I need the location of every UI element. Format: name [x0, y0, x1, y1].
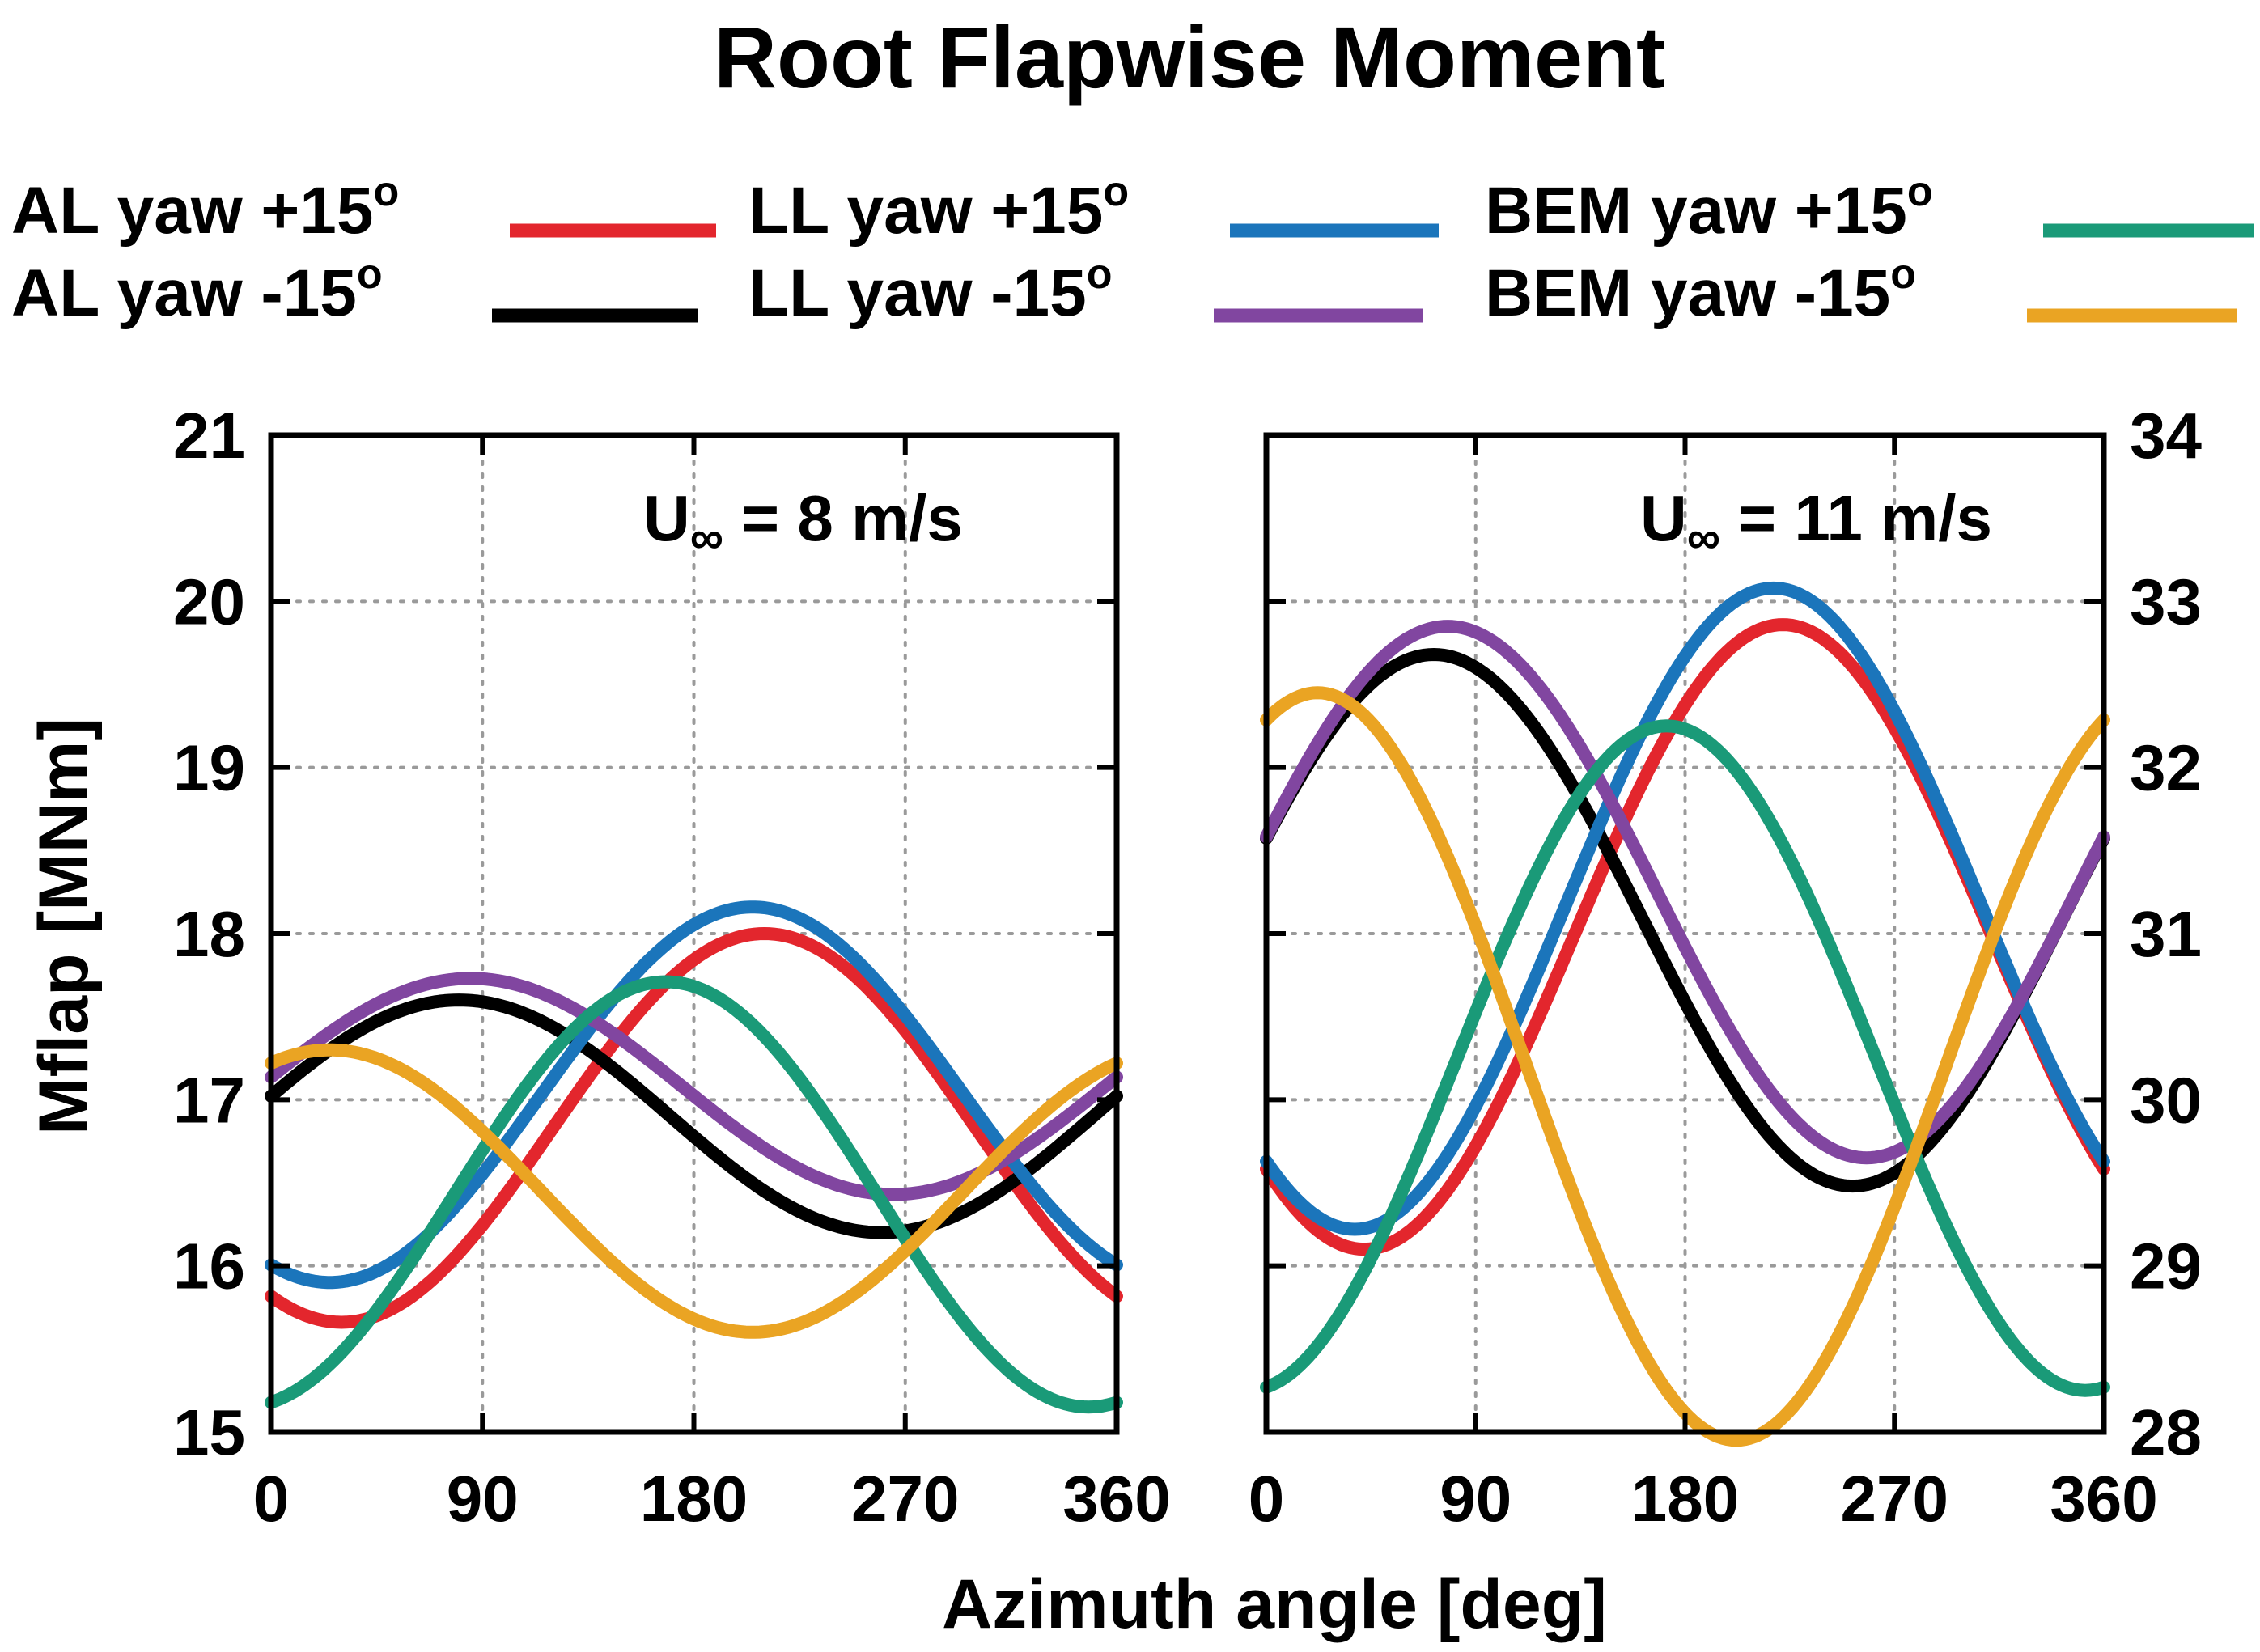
legend: AL yaw +15o AL yaw -15o LL yaw +15o LL y…	[11, 168, 2254, 330]
series-line-al-yaw-15	[265, 927, 1123, 1329]
y-tick-label: 17	[173, 1064, 245, 1136]
y-tick-label: 28	[2130, 1396, 2202, 1468]
y-tick-label: 34	[2130, 400, 2202, 472]
legend-sup-al-plus: o	[373, 168, 399, 215]
legend-entry-ll-plus: LL yaw +15o	[748, 168, 1439, 248]
legend-sup-ll-plus: o	[1103, 168, 1129, 215]
series-line-bem-yaw-15	[1260, 719, 2110, 1397]
annotation-8ms: U∞ = 8 m/s	[643, 482, 963, 564]
y-tick-label: 30	[2130, 1064, 2202, 1136]
x-tick-label: 90	[447, 1463, 519, 1535]
y-tick-label: 31	[2130, 898, 2202, 970]
legend-label-bem-plus: BEM yaw +15	[1485, 174, 1907, 248]
legend-label-ll-minus: LL yaw -15	[748, 256, 1087, 330]
svg-text:LL yaw +15o: LL yaw +15o	[748, 168, 1129, 248]
x-tick-label: 180	[640, 1463, 748, 1535]
x-tick-label: 360	[2050, 1463, 2157, 1535]
legend-label-bem-minus: BEM yaw -15	[1485, 256, 1890, 330]
y-tick-label: 20	[173, 565, 245, 638]
svg-text:AL yaw -15o: AL yaw -15o	[11, 251, 383, 330]
x-tick-label: 270	[1841, 1463, 1948, 1535]
y-tick-label: 16	[173, 1231, 245, 1303]
x-tick-label: 0	[253, 1463, 290, 1535]
legend-entry-bem-minus: BEM yaw -15o	[1485, 251, 2237, 330]
legend-sup-al-minus: o	[357, 251, 383, 298]
svg-text:AL yaw +15o: AL yaw +15o	[11, 168, 399, 248]
svg-text:BEM yaw +15o: BEM yaw +15o	[1485, 168, 1933, 248]
svg-text:BEM yaw -15o: BEM yaw -15o	[1485, 251, 1916, 330]
x-tick-label: 360	[1062, 1463, 1170, 1535]
legend-entry-ll-minus: LL yaw -15o	[748, 251, 1423, 330]
legend-label-al-plus: AL yaw +15	[11, 174, 373, 248]
legend-sup-bem-minus: o	[1890, 251, 1916, 298]
y-tick-label: 32	[2130, 732, 2202, 804]
series-line-al-yaw-15	[265, 993, 1123, 1239]
x-tick-label: 180	[1631, 1463, 1739, 1535]
x-tick-label: 0	[1249, 1463, 1285, 1535]
x-tick-label: 90	[1440, 1463, 1512, 1535]
x-tick-label: 270	[851, 1463, 959, 1535]
annotation-11ms: U∞ = 11 m/s	[1640, 482, 1992, 564]
chart-title: Root Flapwise Moment	[714, 8, 1665, 106]
panel-8ms: 0 90 180 270 360 15 16 17 18 19 20 21	[173, 400, 1171, 1535]
series-line-bem-yaw-15	[265, 1043, 1123, 1339]
legend-entry-al-plus: AL yaw +15o	[11, 168, 716, 248]
svg-text:LL yaw -15o: LL yaw -15o	[748, 251, 1113, 330]
series-line-ll-yaw-15	[1260, 620, 2110, 1165]
y-tick-label: 29	[2130, 1231, 2202, 1303]
x-axis-label: Azimuth angle [deg]	[942, 1565, 1607, 1643]
y-tick-label: 18	[173, 898, 245, 970]
legend-entry-al-minus: AL yaw -15o	[11, 251, 698, 330]
y-tick-label: 19	[173, 732, 245, 804]
y-tick-label: 15	[173, 1396, 245, 1468]
legend-label-ll-plus: LL yaw +15	[748, 174, 1103, 248]
legend-entry-bem-plus: BEM yaw +15o	[1485, 168, 2254, 248]
y-tick-label: 33	[2130, 565, 2202, 638]
series-line-bem-yaw-15	[265, 975, 1123, 1414]
legend-label-al-minus: AL yaw -15	[11, 256, 357, 330]
legend-sup-bem-plus: o	[1907, 168, 1933, 215]
y-axis-label: Mflap [MNm]	[25, 718, 103, 1135]
legend-sup-ll-minus: o	[1087, 251, 1113, 298]
series-line-ll-yaw-15	[1260, 581, 2110, 1236]
y-tick-label: 21	[173, 400, 245, 472]
